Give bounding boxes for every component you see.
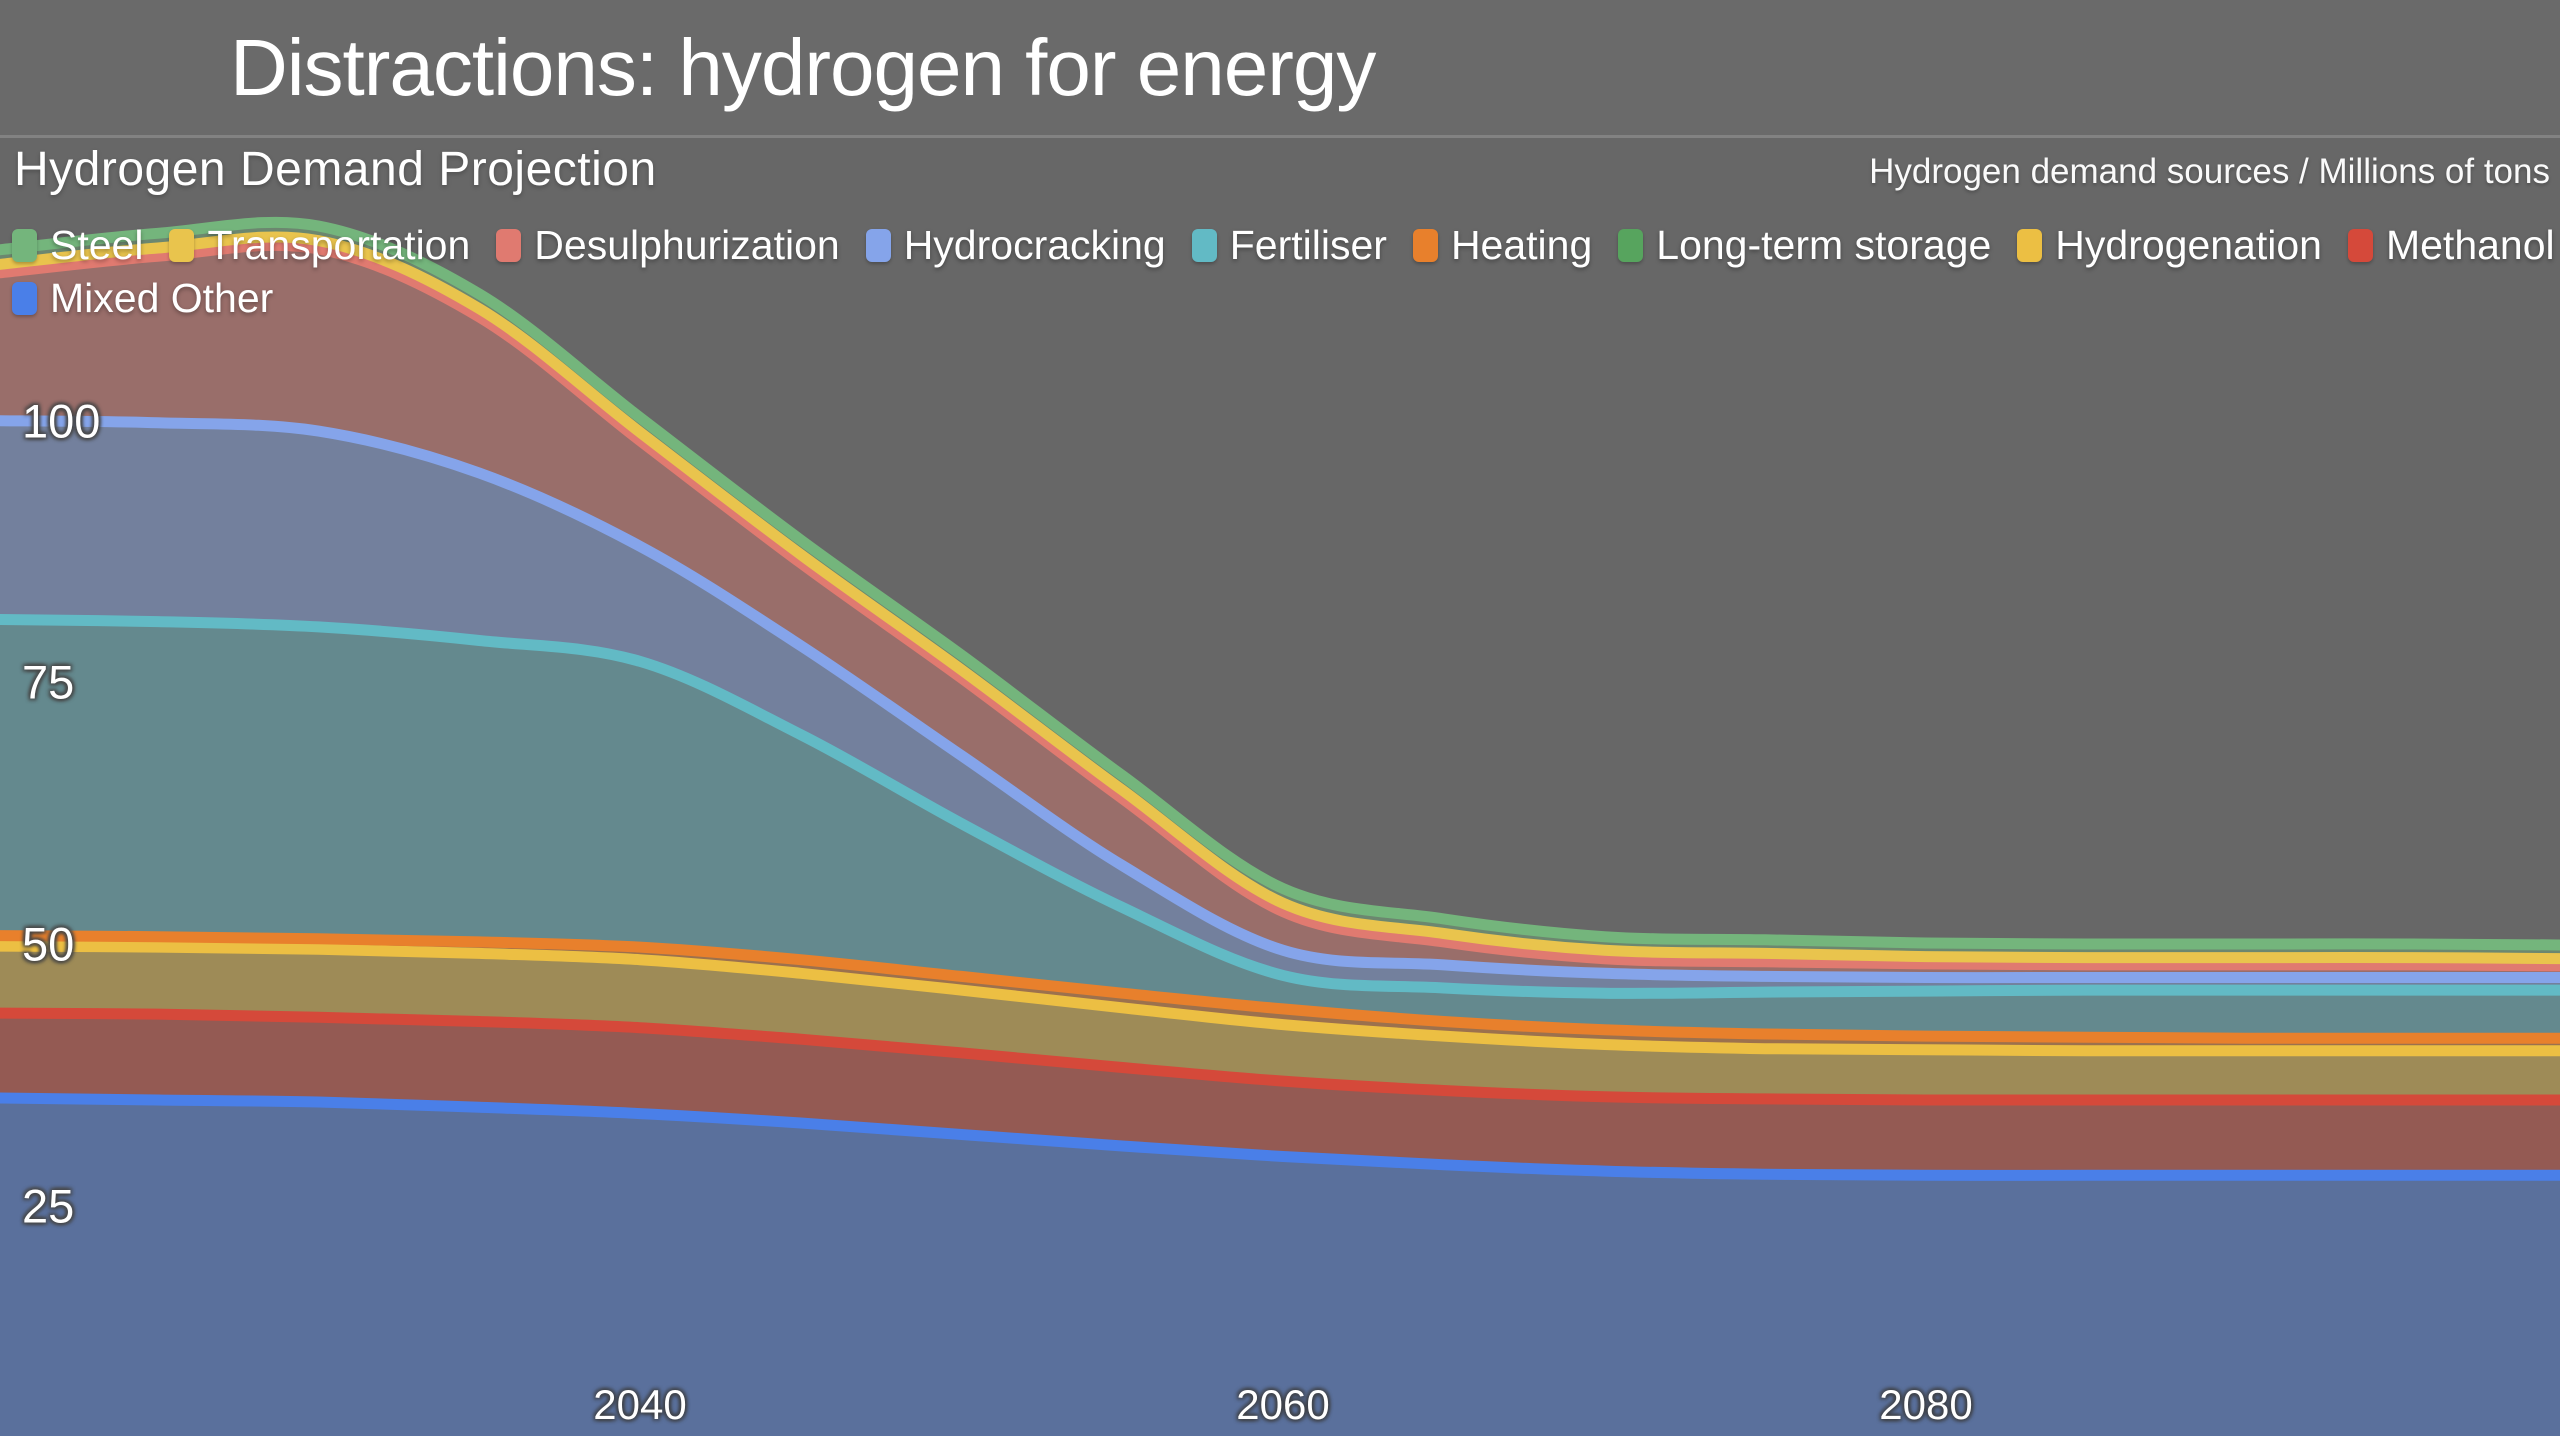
legend-label: Long-term storage [1656, 222, 1992, 268]
series-line-methanol [0, 1007, 2560, 1106]
legend-label: Mixed Other [50, 275, 274, 321]
legend-label: Steel [50, 222, 144, 268]
title-bar: Distractions: hydrogen for energy [0, 0, 2560, 138]
x-axis-tick-label: 2060 [1236, 1381, 1330, 1428]
legend-label: Hydrogenation [2055, 222, 2322, 268]
legend-item-methanol[interactable]: Methanol [2347, 222, 2555, 269]
legend-item-mixed-other[interactable]: Mixed Other [12, 275, 273, 322]
chart-legend: Steel Transportation Desulphurization Hydro… [12, 222, 2560, 322]
legend-swatch-icon [169, 229, 195, 262]
legend-label: Fertiliser [1229, 222, 1387, 268]
series-line-fertiliser [0, 614, 2560, 999]
legend-item-heating[interactable]: Heating [1412, 222, 1593, 269]
area-fill-mixed-other [0, 1097, 2560, 1436]
area-fill-desulphurization [0, 245, 2560, 978]
area-fill-hydrocracking [0, 420, 2560, 994]
series-line-mixed-other [0, 1092, 2560, 1181]
y-axis-tick-label: 50 [22, 917, 75, 971]
legend-item-hydrocracking[interactable]: Hydrocracking [865, 222, 1166, 269]
legend-label: Methanol [2385, 222, 2555, 268]
y-axis-tick-label: 100 [22, 394, 101, 448]
series-line-steel [0, 216, 2560, 951]
area-fill-fertiliser [0, 619, 2560, 1039]
legend-label: Heating [1450, 222, 1593, 268]
y-axis-tick-label: 75 [22, 655, 75, 709]
legend-swatch-icon [865, 229, 891, 262]
legend-label: Transportation [207, 222, 471, 268]
legend-item-steel[interactable]: Steel [12, 222, 143, 269]
series-line-hydrocracking [0, 415, 2560, 984]
x-axis-tick-label: 2040 [593, 1381, 687, 1428]
legend-swatch-icon [12, 282, 37, 315]
legend-swatch-icon [1412, 229, 1438, 262]
legend-label: Desulphurization [534, 222, 840, 268]
legend-swatch-icon [496, 229, 522, 262]
series-line-heating [0, 930, 2560, 1044]
legend-item-long-term-storage[interactable]: Long-term storage [1618, 222, 1991, 269]
legend-swatch-icon [1191, 229, 1217, 262]
series-line-hydrogenation [0, 940, 2560, 1057]
series-line-desulphurization [0, 239, 2560, 972]
legend-swatch-icon [2347, 229, 2373, 262]
legend-swatch-icon [12, 229, 37, 262]
series-line-transportation [0, 231, 2560, 965]
y-axis-tick-label: 25 [22, 1179, 75, 1233]
legend-swatch-icon [2017, 229, 2043, 262]
legend-item-transportation[interactable]: Transportation [169, 222, 470, 269]
legend-item-hydrogenation[interactable]: Hydrogenation [2017, 222, 2322, 269]
legend-swatch-icon [1618, 229, 1644, 262]
area-fill-hydrogenation [0, 946, 2560, 1101]
area-fill-methanol [0, 1013, 2560, 1176]
legend-label: Hydrocracking [903, 222, 1166, 268]
legend-item-desulphurization[interactable]: Desulphurization [496, 222, 840, 269]
chart-units-caption: Hydrogen demand sources / Millions of to… [1869, 152, 2550, 191]
legend-item-fertiliser[interactable]: Fertiliser [1191, 222, 1387, 269]
x-axis-tick-label: 2080 [1879, 1381, 1973, 1428]
chart-title: Hydrogen Demand Projection [14, 143, 657, 196]
slide-title: Distractions: hydrogen for energy [230, 23, 1376, 112]
